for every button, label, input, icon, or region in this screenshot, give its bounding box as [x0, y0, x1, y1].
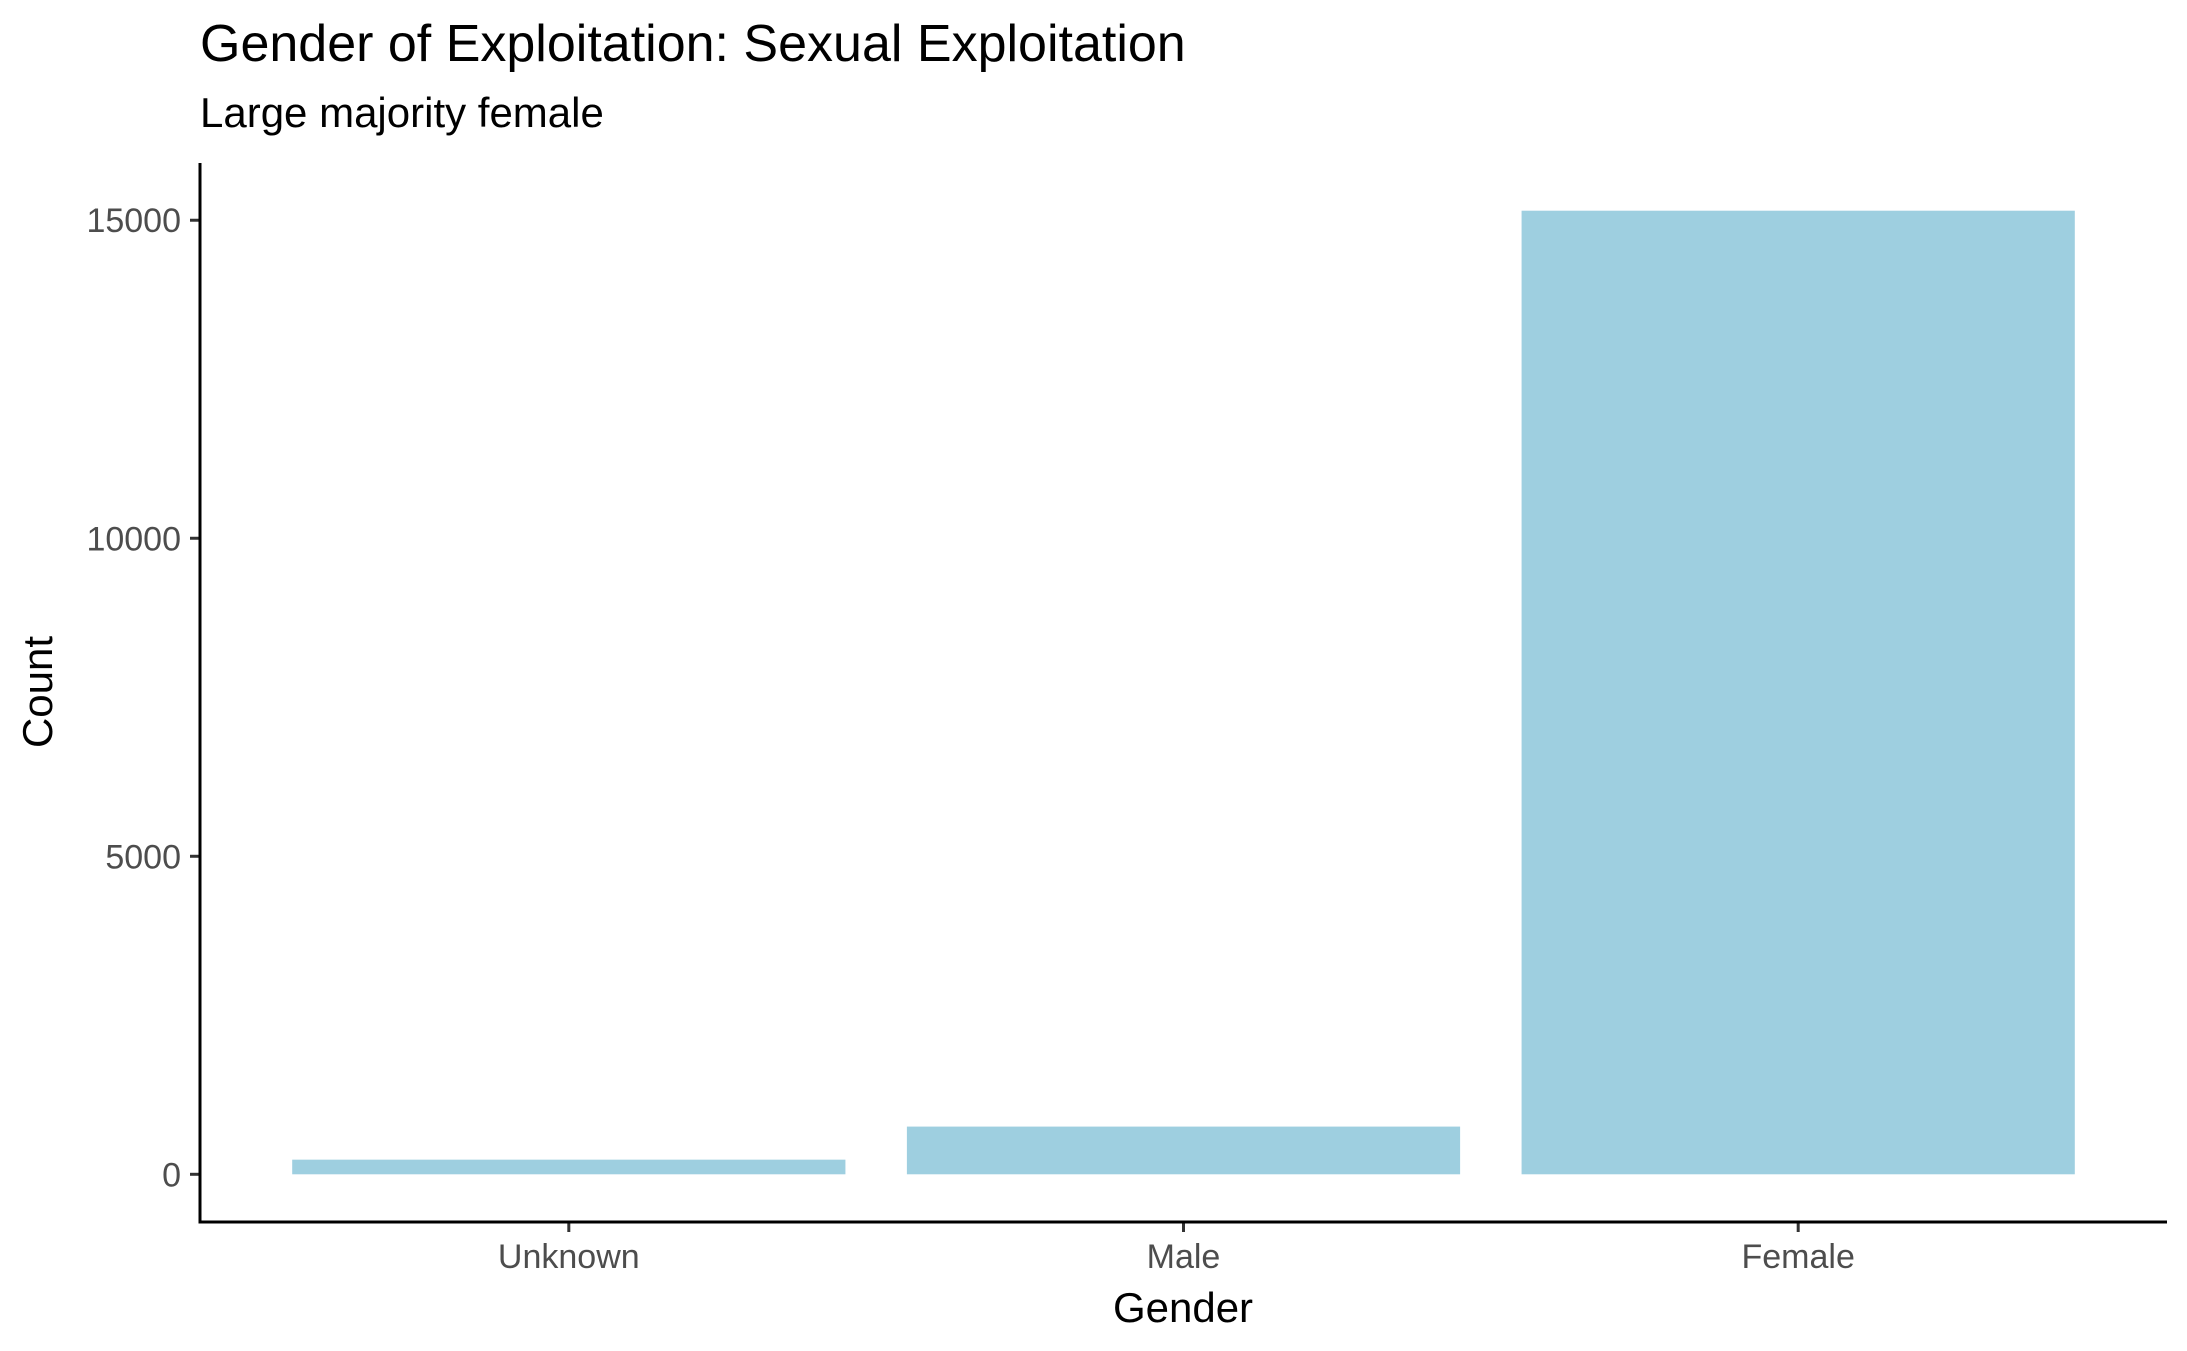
bar-male [906, 1126, 1461, 1175]
y-tick-label-0: 0 [162, 1156, 181, 1194]
y-tick-label-15000: 15000 [86, 202, 181, 240]
y-axis-title: Count [14, 636, 61, 748]
bar-unknown [292, 1159, 846, 1175]
x-tick-label-female: Female [1742, 1238, 1855, 1276]
chart-title: Gender of Exploitation: Sexual Exploitat… [200, 15, 1186, 73]
bars-layer [292, 210, 2075, 1175]
x-tick-label-male: Male [1147, 1238, 1221, 1276]
y-axis-ticks: 0 5000 10000 15000 [86, 202, 200, 1194]
x-axis-ticks: Unknown Male Female [498, 1222, 1855, 1276]
y-tick-label-10000: 10000 [86, 520, 181, 558]
y-tick-label-5000: 5000 [105, 838, 181, 876]
x-tick-label-unknown: Unknown [498, 1238, 640, 1276]
bar-female [1521, 210, 2075, 1175]
x-axis-title: Gender [1113, 1284, 1253, 1331]
chart-subtitle: Large majority female [200, 89, 604, 136]
